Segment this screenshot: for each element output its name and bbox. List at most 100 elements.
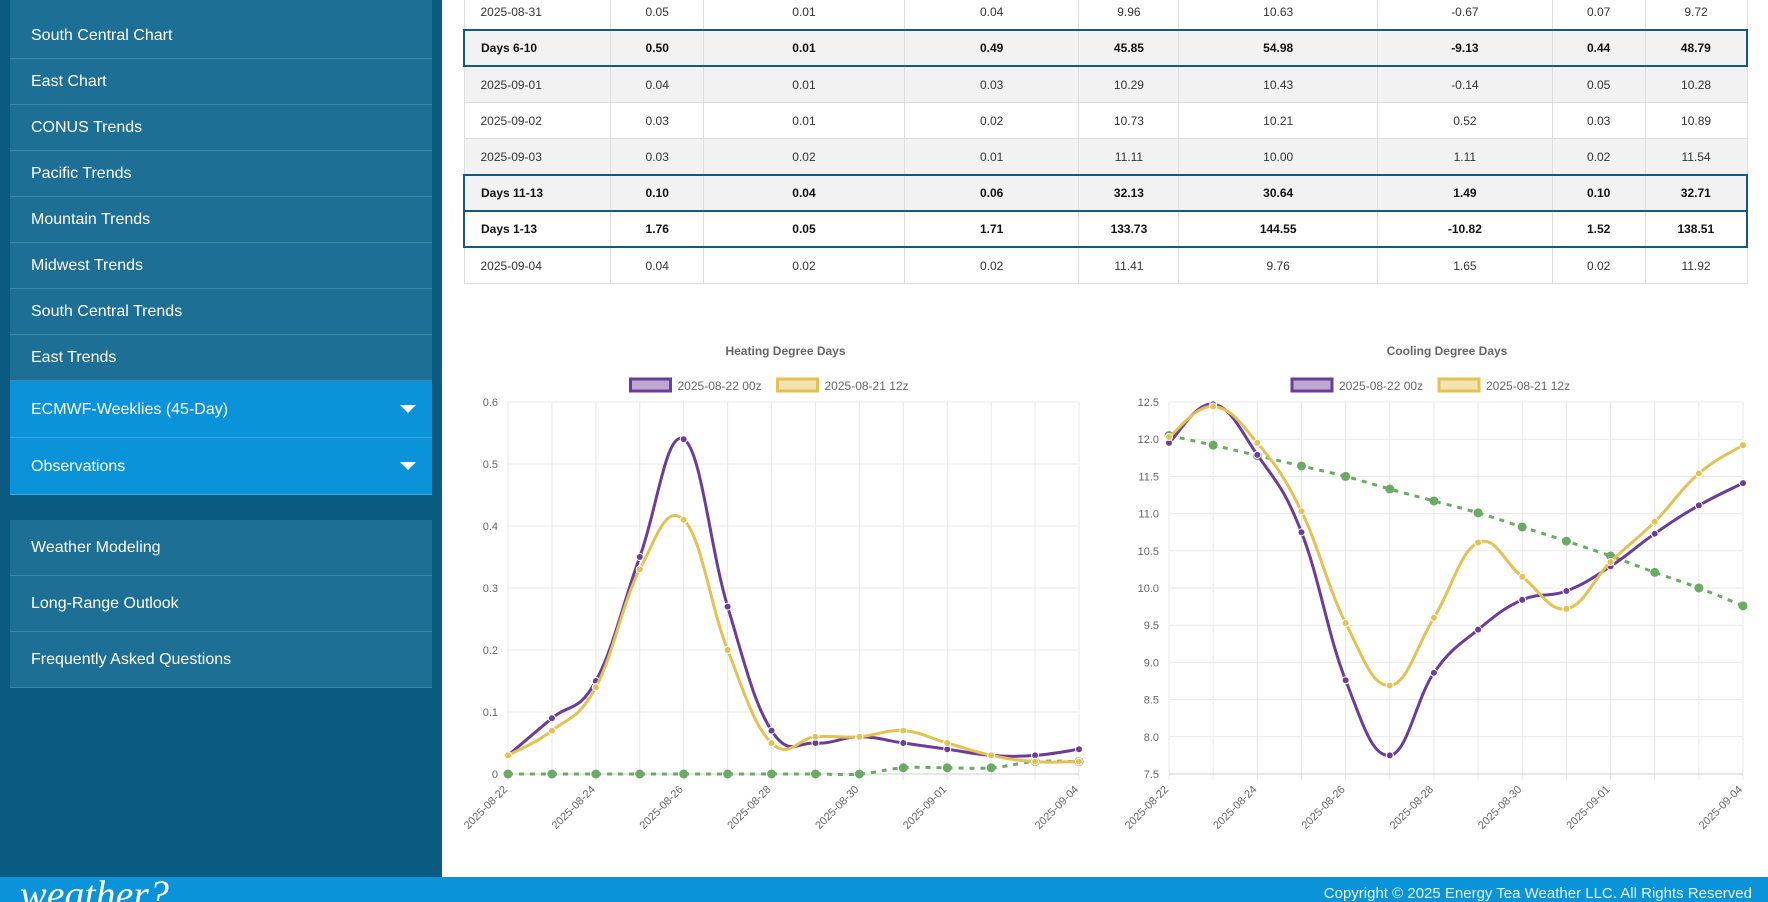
table-row: 2025-09-01 0.04 0.01 0.03 10.29 10.43 -0.14 0.0… (463, 65, 1748, 103)
table-cell: -0.67 (1377, 0, 1553, 31)
data-point (1385, 681, 1394, 690)
x-tick-label: 2025-08-24 (1211, 784, 1259, 832)
sidebar-item-mountain-trends[interactable]: Mountain Trends (10, 197, 432, 243)
y-tick-label: 12.5 (1138, 397, 1159, 409)
x-tick-label: 2025-08-22 (1123, 784, 1171, 832)
table-cell: 10.29 (1078, 65, 1180, 103)
y-tick-label: 12.0 (1138, 434, 1159, 446)
x-tick-label: 2025-08-24 (550, 784, 598, 832)
data-point (943, 739, 952, 747)
footer-logo[interactable]: weather? (20, 877, 169, 902)
legend-label: 2025-08-22 00z (678, 379, 762, 393)
footer-copyright: Copyright © 2025 Energy Tea Weather LLC.… (1323, 885, 1752, 902)
sidebar-link-faq[interactable]: Frequently Asked Questions (10, 632, 432, 688)
x-tick-label: 2025-08-26 (1299, 784, 1347, 832)
sidebar-item-conus-trends[interactable]: CONUS Trends (10, 105, 432, 151)
table-cell: 2025-09-01 (463, 65, 612, 103)
data-point (591, 683, 600, 692)
table-cell: 0.04 (610, 246, 705, 284)
sidebar-item-midwest-trends[interactable]: Midwest Trends (10, 243, 432, 289)
data-point (1518, 595, 1527, 604)
table-cell: 0.01 (703, 102, 905, 139)
sidebar-dropdown-ecmwf-weeklies[interactable]: ECMWF-Weeklies (45-Day) (10, 381, 432, 438)
data-point (1474, 538, 1483, 547)
table-cell: 10.89 (1644, 102, 1748, 139)
data-point (855, 732, 864, 741)
data-point (547, 714, 556, 723)
sidebar-link-label: Weather Modeling (31, 539, 161, 556)
data-point (723, 769, 733, 779)
data-point (1297, 528, 1306, 537)
sidebar-item-label: Pacific Trends (31, 165, 132, 182)
data-point (1385, 484, 1395, 494)
table-cell: 2025-09-03 (463, 138, 612, 176)
x-tick-label: 2025-09-04 (1033, 784, 1081, 832)
x-tick-label: 2025-08-30 (1476, 784, 1524, 832)
data-point (679, 769, 689, 779)
data-point (635, 769, 645, 779)
table-cell: 0.05 (703, 210, 905, 248)
data-point (1385, 751, 1394, 760)
sidebar-link-label: Frequently Asked Questions (31, 651, 232, 668)
y-tick-label: 0.4 (483, 521, 498, 533)
table-cell: Days 11-13 (463, 174, 612, 212)
sidebar-dropdown-observations[interactable]: Observations (10, 438, 432, 495)
table-cell: 9.72 (1644, 0, 1748, 31)
y-tick-label: 9.5 (1144, 620, 1159, 632)
sidebar-item-east-trends[interactable]: East Trends (10, 335, 432, 381)
table-cell: 144.55 (1178, 210, 1379, 248)
sidebar-link-long-range-outlook[interactable]: Long-Range Outlook (10, 576, 432, 632)
table-cell: 1.11 (1377, 138, 1553, 176)
sidebar-item-east-chart[interactable]: East Chart (10, 59, 432, 105)
data-point (1561, 536, 1571, 546)
table-cell: 133.73 (1078, 210, 1180, 248)
summary-row: Days 6-10 0.50 0.01 0.49 45.85 54.98 -9.13 0.44… (463, 29, 1748, 67)
data-point (503, 769, 513, 779)
sidebar-item-pacific-trends[interactable]: Pacific Trends (10, 151, 432, 197)
table-cell: 1.65 (1377, 246, 1553, 284)
data-point (1650, 517, 1659, 526)
sidebar-item-south-central-trends[interactable]: South Central Trends (10, 289, 432, 335)
y-tick-label: 0 (492, 769, 498, 781)
data-point (1474, 625, 1483, 634)
chart-title: Cooling Degree Days (1387, 344, 1508, 358)
table-cell: 0.02 (1551, 138, 1646, 176)
data-point (1075, 757, 1083, 766)
data-point (810, 769, 820, 779)
table-cell: 0.04 (703, 174, 905, 212)
data-point (723, 602, 732, 611)
table-cell: 0.01 (703, 29, 905, 67)
sidebar-item-south-central-chart[interactable]: South Central Chart (10, 13, 432, 59)
table-cell: 0.03 (903, 65, 1080, 103)
data-point (635, 553, 644, 561)
summary-row: Days 11-13 0.10 0.04 0.06 32.13 30.64 1.49 0.10… (463, 174, 1748, 212)
legend-swatch (629, 377, 672, 393)
data-point (942, 763, 952, 773)
legend-swatch (776, 377, 819, 393)
sidebar-item-partial[interactable] (10, 0, 432, 14)
caret-down-icon (400, 462, 416, 470)
data-point (767, 739, 776, 747)
table-cell: -9.13 (1377, 29, 1553, 67)
series-line (1167, 402, 1744, 757)
table-row: 2025-09-04 0.04 0.02 0.02 11.41 9.76 1.65 0.02 1… (463, 246, 1748, 284)
data-point (1518, 572, 1527, 581)
y-tick-label: 8.5 (1144, 695, 1159, 707)
table-cell: 9.96 (1078, 0, 1180, 31)
y-tick-label: 0.2 (483, 645, 498, 657)
series-line (1168, 404, 1744, 687)
table-cell: 0.03 (610, 138, 705, 176)
data-point (1165, 432, 1173, 441)
data-point (898, 763, 908, 773)
table-cell: 32.71 (1644, 174, 1748, 212)
cooling-degree-days-chart: Cooling Degree Days 2025-08-22 00z 2025-08… (1123, 344, 1748, 832)
table-cell: 0.01 (703, 65, 905, 103)
x-tick-label: 2025-09-04 (1697, 784, 1745, 832)
sidebar: South Central Chart East Chart CONUS Tre… (0, 0, 442, 877)
table-cell: 138.51 (1644, 210, 1748, 248)
data-point (1341, 618, 1350, 627)
sidebar-link-weather-modeling[interactable]: Weather Modeling (10, 520, 432, 576)
legend-label: 2025-08-22 00z (1339, 379, 1423, 393)
table-cell: 0.52 (1377, 102, 1553, 139)
sidebar-item-label: South Central Chart (31, 27, 173, 44)
